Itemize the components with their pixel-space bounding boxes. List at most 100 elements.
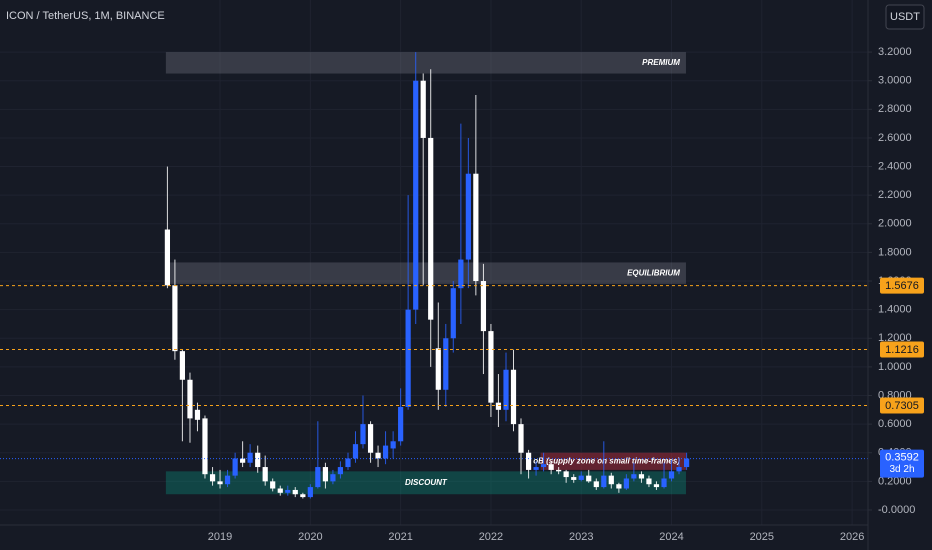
candle-body: [300, 494, 306, 498]
candle-body: [510, 369, 517, 425]
y-tick-label: 1.2000: [878, 332, 912, 344]
candle-body: [172, 285, 178, 352]
currency-button[interactable]: [885, 4, 925, 30]
price-tag: [880, 341, 924, 358]
candle-body: [337, 467, 344, 475]
candle-body: [428, 137, 434, 320]
last-price-tag: [880, 449, 924, 478]
y-tick-label: 2.8000: [878, 103, 912, 115]
candle-body: [398, 406, 404, 442]
zone-label: oB (supply zone on small time-frames): [533, 456, 680, 465]
candle-body: [631, 474, 637, 479]
candle-body: [668, 471, 675, 479]
x-tick-label: 2024: [659, 531, 683, 543]
candle-body: [586, 475, 592, 482]
candle-body: [360, 424, 366, 445]
candle-body: [465, 173, 471, 260]
candle-body: [367, 424, 374, 453]
y-tick-label: 0.6000: [878, 418, 912, 430]
x-tick-label: 2019: [208, 531, 232, 543]
candle-body: [247, 452, 253, 463]
candle-body: [209, 474, 216, 482]
candle-body: [495, 402, 502, 410]
candle-body: [277, 488, 283, 493]
candles: [164, 52, 690, 499]
candle-body: [164, 229, 171, 286]
y-tick-label: 3.0000: [878, 75, 912, 87]
candle-body: [307, 487, 313, 498]
x-tick-label: 2022: [479, 531, 503, 543]
candle-body: [450, 288, 456, 339]
x-tick-label: 2026: [840, 531, 864, 543]
candle-body: [571, 477, 577, 480]
candle-body: [623, 478, 629, 489]
candle-body: [352, 444, 359, 459]
candle-body: [646, 478, 652, 485]
candle-body: [322, 467, 329, 482]
candle-body: [270, 481, 276, 489]
candle-body: [533, 467, 539, 470]
x-tick-label: 2023: [569, 531, 593, 543]
y-tick-label: -0.0000: [878, 504, 915, 516]
candle-body: [676, 467, 682, 472]
zone: [165, 52, 686, 74]
zone: [165, 471, 686, 495]
y-tick-label: 0.2000: [878, 475, 912, 487]
price-tag-label: 1.1216: [885, 344, 919, 356]
y-tick-label: 2.6000: [878, 132, 912, 144]
candle-body: [187, 379, 193, 419]
candle-body: [435, 348, 441, 390]
candle-body: [563, 471, 569, 478]
candle-body: [255, 452, 261, 468]
candle-body: [262, 467, 268, 482]
candle-body: [217, 481, 223, 485]
currency-label[interactable]: USDT: [890, 11, 920, 23]
candle-body: [473, 173, 479, 282]
candle-body: [202, 418, 208, 475]
candle-body: [315, 467, 321, 488]
candle-body: [330, 474, 336, 482]
candle-body: [608, 475, 614, 485]
candle-body: [345, 458, 351, 468]
y-tick-label: 1.0000: [878, 361, 912, 373]
candle-body: [616, 484, 622, 489]
candle-body: [240, 458, 246, 463]
price-lines: [0, 285, 868, 460]
candle-body: [232, 458, 238, 476]
candle-body: [375, 452, 381, 459]
candle-body: [458, 259, 464, 289]
x-tick-label: 2021: [388, 531, 412, 543]
y-tick-label: 3.2000: [878, 46, 912, 58]
price-tag: [880, 277, 924, 294]
y-tick-label: 1.4000: [878, 304, 912, 316]
zone-label: PREMIUM: [642, 58, 680, 67]
candle-body: [525, 452, 532, 470]
candle-body: [382, 445, 389, 459]
y-tick-label: 1.8000: [878, 246, 912, 258]
candle-body: [518, 424, 524, 453]
candle-body: [601, 475, 607, 488]
y-tick-label: 2.4000: [878, 160, 912, 172]
zone: [540, 452, 686, 470]
candle-body: [548, 464, 554, 470]
price-tag-label: 1.5676: [885, 280, 919, 292]
candle-body: [390, 441, 396, 449]
y-tick-label: 2.2000: [878, 189, 912, 201]
candle-body: [661, 478, 667, 488]
candle-body: [292, 489, 298, 495]
candle-body: [480, 281, 487, 332]
last-price-label: 0.3592: [885, 451, 919, 463]
x-tick-label: 2020: [298, 531, 322, 543]
candle-body: [638, 474, 645, 479]
candle-body: [556, 469, 562, 472]
candle-body: [593, 481, 599, 488]
price-tag-label: 0.7305: [885, 400, 919, 412]
candle-body: [578, 475, 584, 480]
candle-body: [653, 484, 660, 488]
candle-body: [194, 409, 201, 420]
price-tag: [880, 397, 924, 414]
candle-body: [405, 309, 411, 407]
candle-body: [179, 351, 185, 380]
zone-label: EQUILIBRIUM: [627, 268, 680, 277]
